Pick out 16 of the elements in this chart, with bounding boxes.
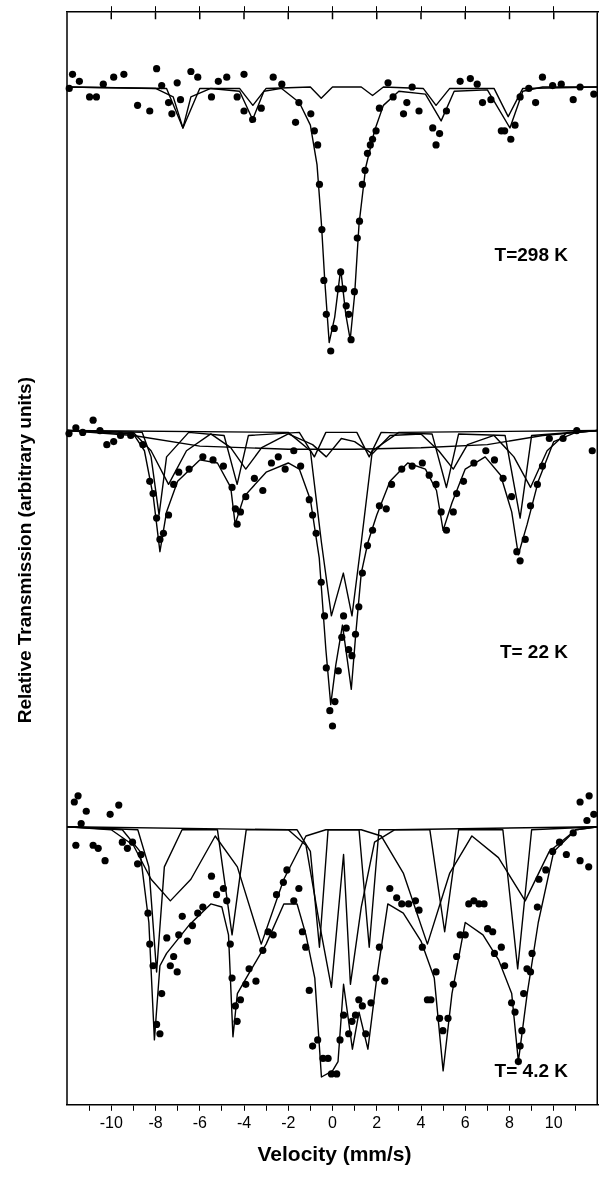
x-tick-label: 4 [416,1113,426,1131]
x-tick-label: 0 [328,1113,338,1131]
annotation: T= 4.2 K [494,1059,569,1081]
x-tick-label: -8 [148,1113,163,1131]
annotation: T=298 K [494,244,569,266]
x-axis-title: Velocity (mm/s) [256,1142,413,1166]
x-tick-label: -2 [281,1113,296,1131]
annotation: T= 22 K [499,640,569,662]
x-tick-label: 6 [460,1113,470,1131]
y-axis-title: Relative Transmission (arbitrary units) [14,376,36,724]
x-tick-label: -4 [236,1113,252,1131]
x-tick-label: 2 [372,1113,382,1131]
x-tick-label: 10 [544,1113,563,1131]
x-tick-label: 8 [505,1113,515,1131]
x-tick-label: -6 [192,1113,207,1131]
x-tick-label: -10 [99,1113,123,1131]
